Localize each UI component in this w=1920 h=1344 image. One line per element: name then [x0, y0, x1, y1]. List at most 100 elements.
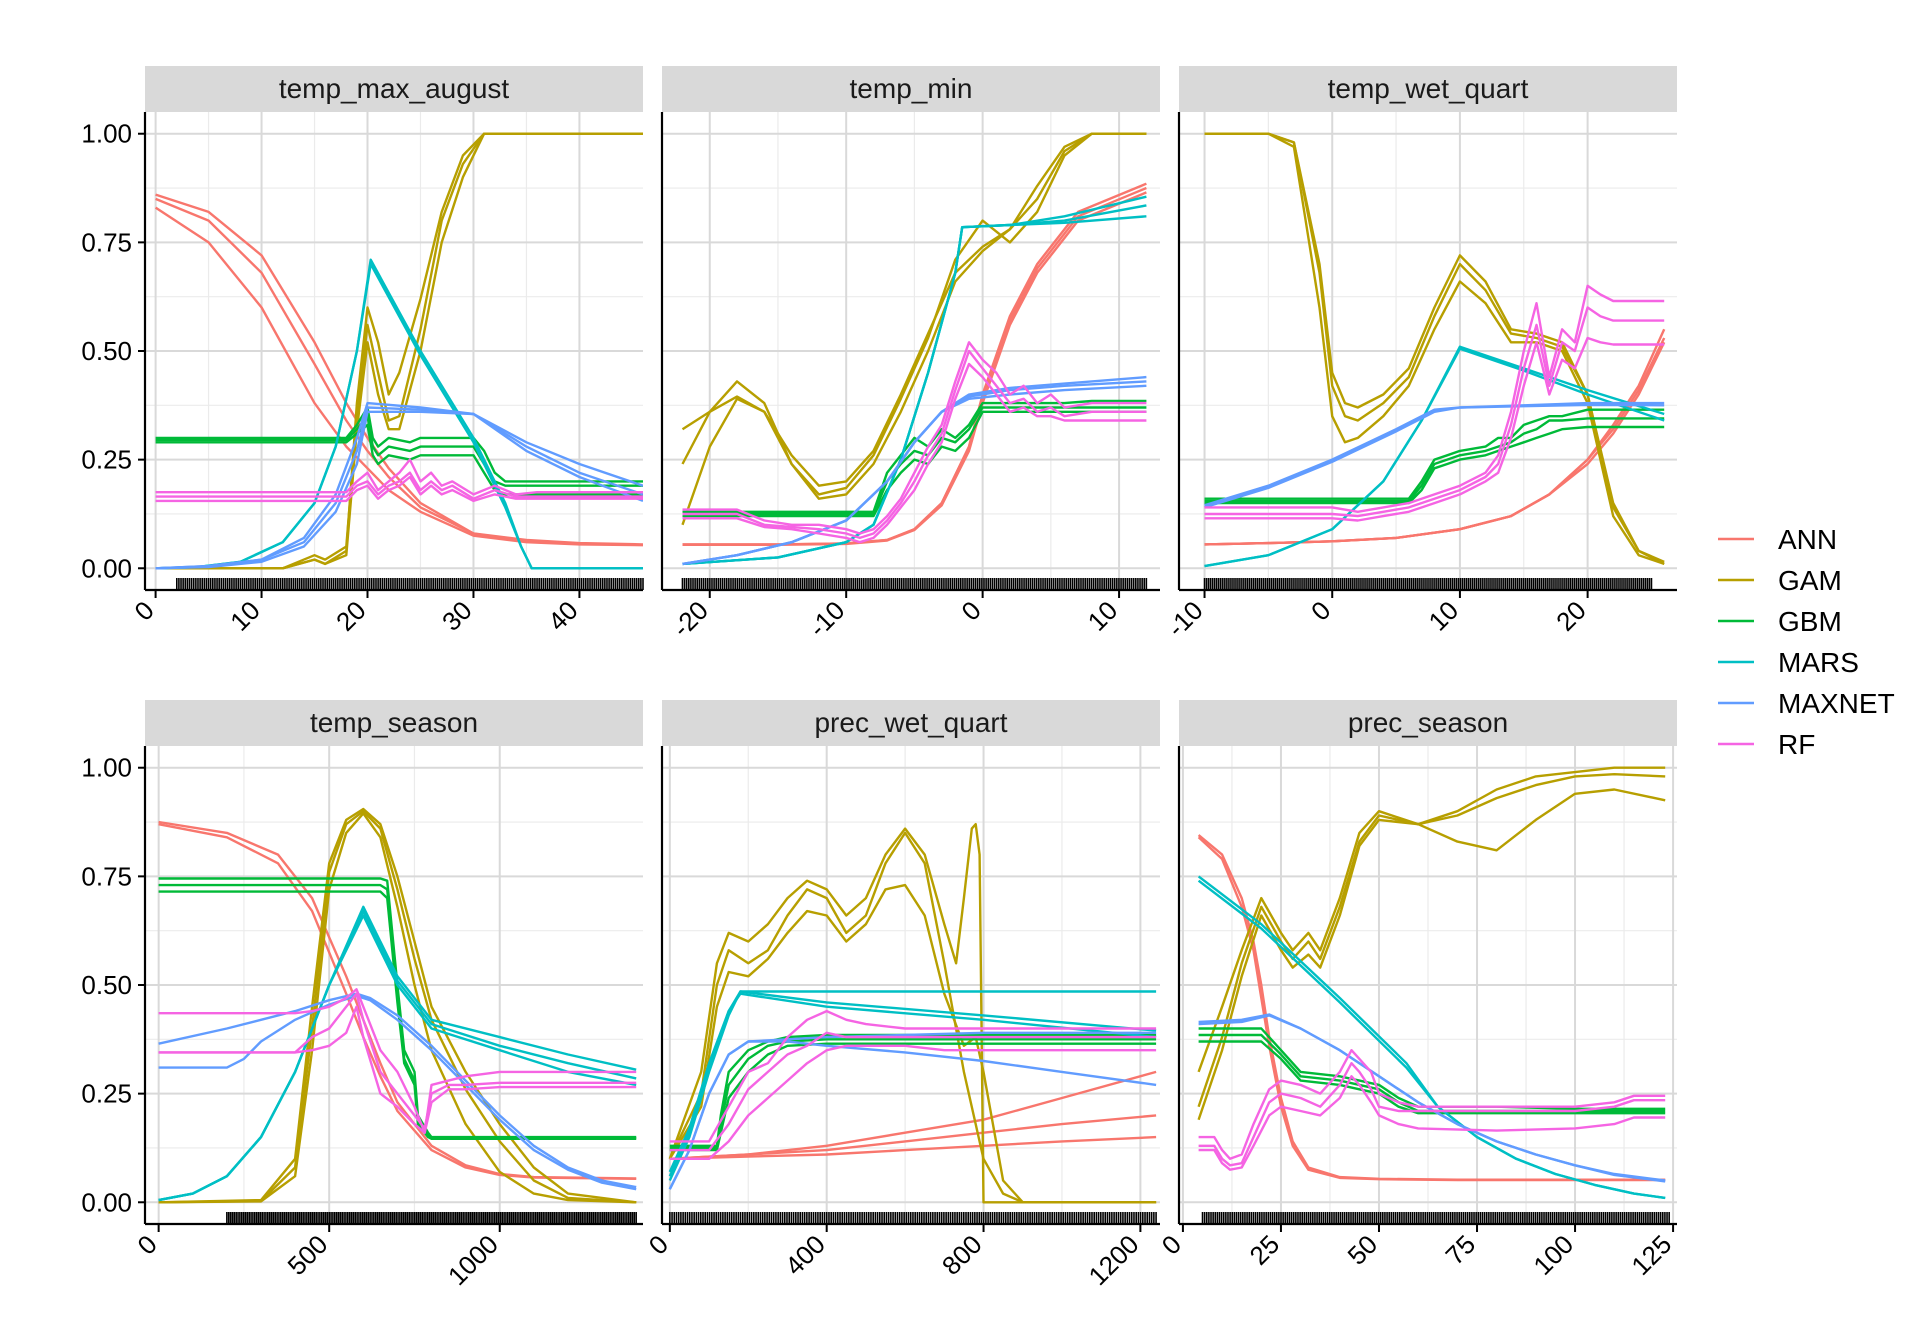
series-line-mars-2	[155, 262, 643, 570]
panel-strip	[1179, 700, 1677, 746]
curves	[681, 132, 1147, 566]
legend-label: RF	[1778, 729, 1815, 760]
legend-item-rf: RF	[1718, 729, 1815, 760]
series-line-gam-2	[668, 831, 1157, 1204]
series-line-gam-1	[158, 807, 637, 1204]
series-line-ann-3	[154, 206, 643, 547]
panel-strip	[662, 700, 1160, 746]
series-line-rf-2	[155, 471, 643, 500]
series-line-rf-1	[669, 1009, 1157, 1143]
series-line-rf-3	[1198, 1075, 1666, 1171]
y-tick-label: 0.50	[81, 336, 132, 366]
series-line-maxnet-3	[155, 410, 643, 570]
rug	[681, 578, 1148, 590]
series-line-gbm-3	[669, 1042, 1157, 1152]
series-line-ann-3	[1204, 341, 1666, 546]
series-line-maxnet-2	[668, 1040, 1157, 1190]
series-line-mars-3	[158, 914, 637, 1202]
y-tick-label: 1.00	[81, 753, 132, 783]
series-line-gbm-1	[1204, 408, 1665, 500]
curves	[154, 132, 643, 570]
series-line-gbm-1	[682, 399, 1147, 513]
series-line-rf-2	[158, 992, 637, 1130]
rug	[1201, 1212, 1670, 1224]
panel-title: prec_wet_quart	[814, 707, 1007, 738]
series-line-mars-3	[668, 992, 1157, 1173]
curves	[668, 823, 1157, 1204]
series-line-rf-2	[682, 349, 1147, 540]
series-line-rf-3	[682, 362, 1147, 544]
series-line-maxnet-2	[1204, 403, 1665, 509]
panel-temp-min: temp_min-20 -10 0 10	[660, 66, 1160, 643]
series-line-maxnet-2	[1198, 1013, 1666, 1183]
y-tick-label: 0.25	[81, 1079, 132, 1109]
rug	[175, 578, 644, 590]
series-line-gam-1	[1197, 766, 1666, 1073]
series-line-gam-2	[155, 132, 643, 570]
series-line-maxnet-2	[158, 994, 637, 1191]
legend-item-gbm: GBM	[1718, 606, 1842, 637]
legend-label: GBM	[1778, 606, 1842, 637]
legend: ANN GAM GBM MARS MAXNET RF	[1718, 524, 1895, 760]
series-line-rf-3	[669, 1044, 1157, 1160]
panel-title: temp_wet_quart	[1328, 73, 1529, 104]
legend-label: MAXNET	[1778, 688, 1895, 719]
panel-title: temp_max_august	[279, 73, 510, 104]
panel-strip	[1179, 66, 1677, 112]
series-line-gbm-3	[1198, 1040, 1666, 1115]
series-line-maxnet-2	[155, 406, 643, 570]
series-line-rf-1	[1204, 284, 1665, 513]
series-line-gam-1	[668, 823, 1157, 1204]
series-line-ann-3	[669, 1135, 1157, 1160]
rug	[226, 1212, 637, 1224]
series-line-rf-2	[1198, 1062, 1666, 1167]
curves	[1204, 132, 1666, 568]
curves	[158, 807, 637, 1204]
series-line-rf-1	[158, 988, 637, 1134]
curves	[1197, 766, 1666, 1200]
series-line-rf-3	[158, 1005, 637, 1134]
series-line-mars-2	[1204, 347, 1665, 568]
panel-strip	[145, 66, 643, 112]
series-line-rf-1	[155, 458, 643, 496]
series-line-mars-2	[1197, 879, 1666, 1200]
legend-item-ann: ANN	[1718, 524, 1837, 555]
series-line-rf-2	[669, 1031, 1157, 1152]
series-line-maxnet-1	[158, 992, 637, 1189]
series-line-gam-2	[681, 132, 1147, 496]
series-line-maxnet-1	[1204, 401, 1665, 507]
series-line-gbm-2	[669, 1038, 1157, 1150]
y-tick-label: 1.00	[81, 119, 132, 149]
series-line-mars-3	[682, 215, 1147, 566]
series-line-rf-3	[1204, 336, 1665, 522]
panel-title: temp_min	[850, 73, 973, 104]
series-line-gam-2	[1197, 773, 1666, 1108]
legend-label: ANN	[1778, 524, 1837, 555]
legend-item-maxnet: MAXNET	[1718, 688, 1895, 719]
panel-temp-wet-quart: temp_wet_quart-10 0 10 20	[1161, 66, 1677, 643]
legend-label: MARS	[1778, 647, 1859, 678]
legend-item-gam: GAM	[1718, 565, 1842, 596]
rug	[669, 1212, 1157, 1224]
y-tick-label: 0.75	[81, 861, 132, 891]
y-tick-label: 0.25	[81, 445, 132, 475]
series-line-ann-2	[669, 1114, 1157, 1160]
panel-title: prec_season	[1348, 707, 1508, 738]
y-tick-label: 0.00	[81, 553, 132, 583]
series-line-gbm-2	[1204, 417, 1665, 503]
series-line-gbm-3	[158, 890, 637, 1140]
series-line-gam-2	[158, 810, 637, 1204]
series-line-rf-2	[1204, 306, 1665, 518]
series-line-gbm-3	[1204, 425, 1665, 505]
series-line-rf-1	[1198, 1049, 1666, 1160]
rug	[1203, 578, 1653, 590]
y-tick-label: 0.75	[81, 227, 132, 257]
series-line-gbm-2	[158, 883, 637, 1140]
series-line-gbm-1	[155, 406, 643, 483]
